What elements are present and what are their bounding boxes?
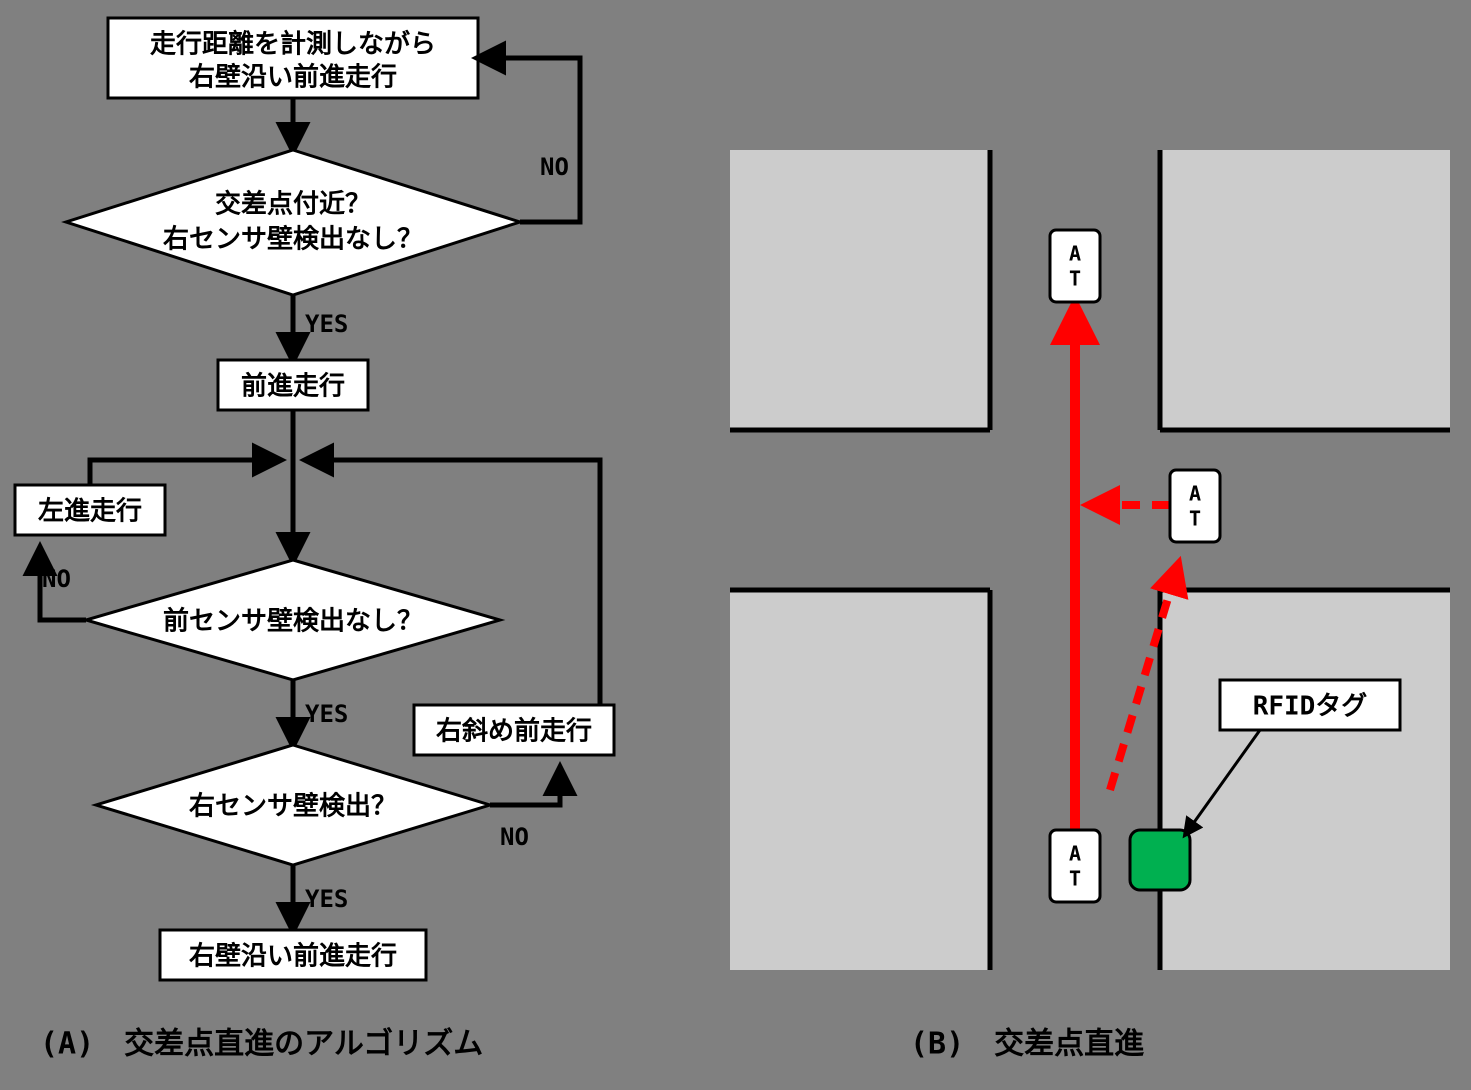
node-d1-text1: 交差点付近？ xyxy=(215,189,371,220)
node-start-text1: 走行距離を計測しながら xyxy=(150,29,436,60)
node-d3-text: 右センサ壁検出？ xyxy=(189,791,397,822)
edge-left-merge xyxy=(90,460,280,485)
edge-d3-no xyxy=(490,768,560,805)
at-mid-t: T xyxy=(1189,507,1201,531)
rfid-tag xyxy=(1130,830,1190,890)
node-end-text: 右壁沿い前進走行 xyxy=(189,941,397,972)
block-tl-fill xyxy=(730,150,990,430)
block-br-fill xyxy=(1160,590,1450,970)
block-tr-fill xyxy=(1160,150,1450,430)
intersection-map: A T A T A T RFIDタグ (B) 交差点直進 xyxy=(730,150,1450,1062)
rfid-label-text: RFIDタグ xyxy=(1253,692,1368,722)
node-d1-text2: 右センサ壁検出なし？ xyxy=(163,224,423,255)
label-d3-no: NO xyxy=(500,823,529,851)
node-right-text: 右斜め前走行 xyxy=(436,716,592,747)
caption-a: (A) 交差点直進のアルゴリズム xyxy=(40,1027,483,1062)
diagram-root: 走行距離を計測しながら 右壁沿い前進走行 交差点付近？ 右センサ壁検出なし？ N… xyxy=(0,0,1471,1090)
label-d3-yes: YES xyxy=(305,885,348,913)
label-d2-no: NO xyxy=(42,565,71,593)
at-top-a: A xyxy=(1069,242,1081,266)
node-start-text2: 右壁沿い前進走行 xyxy=(189,62,397,93)
caption-b: (B) 交差点直進 xyxy=(910,1027,1144,1062)
node-left-text: 左進走行 xyxy=(38,496,142,527)
at-bottom-t: T xyxy=(1069,867,1081,891)
label-d1-no: NO xyxy=(540,153,569,181)
at-top-t: T xyxy=(1069,267,1081,291)
edge-d1-no xyxy=(478,58,580,222)
node-d1 xyxy=(66,150,520,295)
label-d1-yes: YES xyxy=(305,310,348,338)
at-bottom-a: A xyxy=(1069,842,1081,866)
label-d2-yes: YES xyxy=(305,700,348,728)
node-d2-text: 前センサ壁検出なし？ xyxy=(163,606,423,637)
flowchart: 走行距離を計測しながら 右壁沿い前進走行 交差点付近？ 右センサ壁検出なし？ N… xyxy=(15,18,614,1062)
node-p1-text: 前進走行 xyxy=(241,371,345,402)
at-mid-a: A xyxy=(1189,482,1201,506)
block-bl-fill xyxy=(730,590,990,970)
